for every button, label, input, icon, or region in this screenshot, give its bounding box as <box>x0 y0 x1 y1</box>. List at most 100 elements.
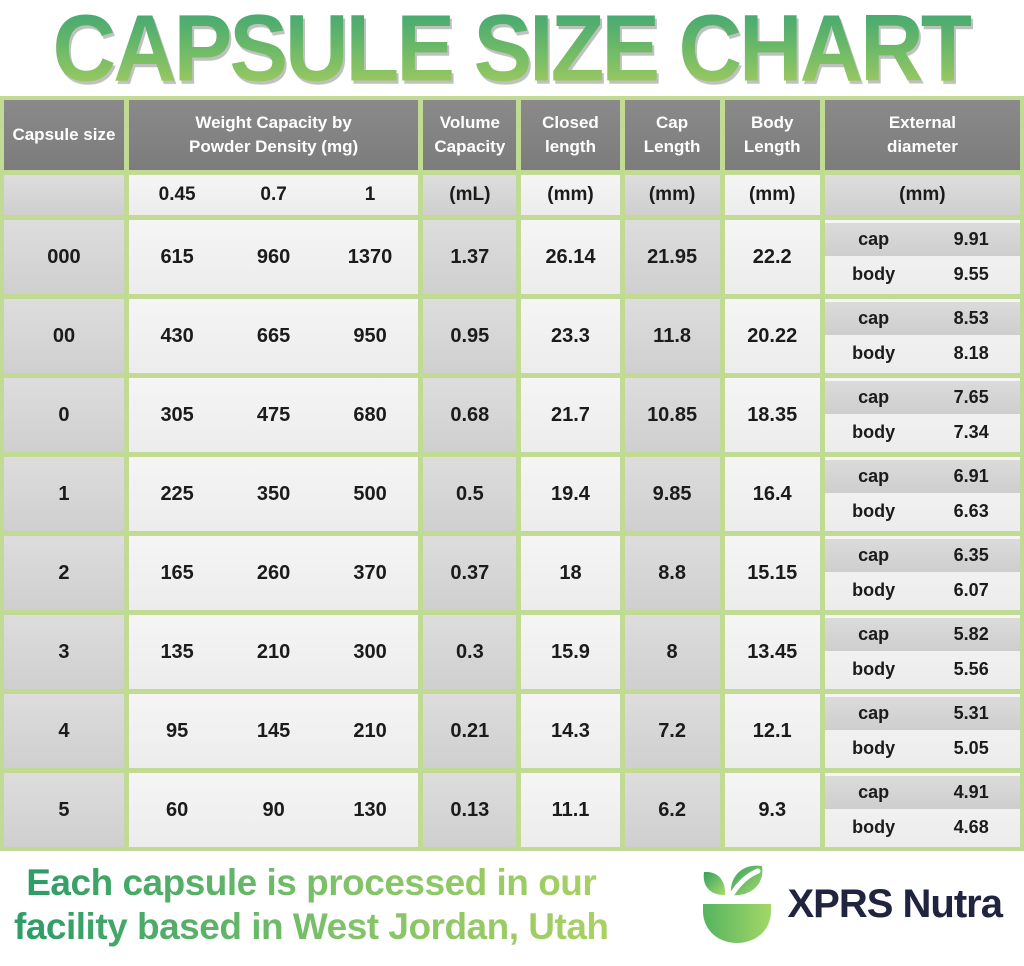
units-external-diameter: (mm) <box>824 175 1020 215</box>
external-cap-value: 7.65 <box>953 386 989 407</box>
body-length-cell: 16.4 <box>724 457 820 531</box>
capsule-size-cell: 0 <box>4 378 124 452</box>
volume-capacity-cell: 0.68 <box>423 378 517 452</box>
brand-name: XPRS Nutra <box>787 882 1003 926</box>
table-header-row: Capsule size Weight Capacity by Powder D… <box>4 100 1020 170</box>
header-volume-capacity-label: Volume Capacity <box>434 113 506 156</box>
volume-capacity-cell: 0.5 <box>423 457 517 531</box>
external-body-label: body <box>852 580 896 601</box>
external-cap-label: cap <box>858 702 890 723</box>
external-cap-label: cap <box>858 544 890 565</box>
cap-length-cell: 6.2 <box>624 773 720 847</box>
units-body-length: (mm) <box>724 175 820 215</box>
external-body-label: body <box>852 659 896 680</box>
external-body-label: body <box>852 264 896 285</box>
cap-length-cell: 8 <box>624 615 720 689</box>
volume-capacity-cell: 0.21 <box>423 694 517 768</box>
external-cap-label: cap <box>858 623 890 644</box>
weight-at-1: 210 <box>353 719 387 742</box>
weight-capacity-cell: 165 260 370 <box>128 536 419 610</box>
external-body-subrow: body 8.18 <box>825 338 1020 371</box>
weight-at-0.45: 430 <box>160 324 194 347</box>
weight-at-0.7: 475 <box>256 403 291 426</box>
header-cap-length-label: Cap Length <box>643 113 701 156</box>
weight-at-0.45: 165 <box>160 561 194 584</box>
table-row: 2 165 260 370 0.37 18 8.8 15.15 cap 6.35… <box>4 536 1020 610</box>
footer: Each capsule is processed in our facilit… <box>0 851 1024 966</box>
weight-at-1: 1370 <box>347 245 393 268</box>
header-capsule-size: Capsule size <box>4 100 124 170</box>
external-body-value: 9.55 <box>953 264 989 285</box>
external-cap-label: cap <box>858 307 890 328</box>
weight-capacity-cell: 430 665 950 <box>128 299 419 373</box>
weight-capacity-cell: 615 960 1370 <box>128 220 419 294</box>
external-cap-subrow: cap 4.91 <box>824 776 1020 809</box>
closed-length-cell: 14.3 <box>521 694 620 768</box>
tagline-line1: Each capsule is processed in our <box>26 861 597 903</box>
external-diameter-cell: cap 7.65 body 7.34 <box>824 378 1020 452</box>
external-body-value: 7.34 <box>953 422 989 443</box>
external-cap-subrow: cap 7.65 <box>824 381 1020 414</box>
weight-at-1: 950 <box>353 324 387 347</box>
weight-at-0.45: 95 <box>166 719 189 742</box>
units-closed-length: (mm) <box>521 175 620 215</box>
external-body-label: body <box>852 343 896 364</box>
density-0.7: 0.7 <box>260 184 287 205</box>
brand: XPRS Nutra <box>696 862 1003 948</box>
body-length-cell: 13.45 <box>724 615 820 689</box>
capsule-size-cell: 1 <box>4 457 124 531</box>
weight-capacity-cell: 305 475 680 <box>128 378 419 452</box>
weight-at-0.45: 135 <box>160 640 194 663</box>
external-body-value: 4.68 <box>953 817 989 838</box>
weight-at-1: 500 <box>353 482 387 505</box>
weight-at-0.7: 210 <box>256 640 291 663</box>
cap-length-cell: 9.85 <box>624 457 720 531</box>
external-cap-subrow: cap 8.53 <box>824 302 1020 335</box>
weight-at-0.7: 145 <box>256 719 291 742</box>
weight-capacity-cell: 95 145 210 <box>128 694 419 768</box>
header-external-diameter-label: External diameter <box>886 113 958 156</box>
capsule-size-cell: 000 <box>4 220 124 294</box>
header-weight-capacity-label: Weight Capacity by Powder Density (mg) <box>189 113 359 156</box>
logo-left-leaf <box>703 871 725 895</box>
capsule-size-cell: 00 <box>4 299 124 373</box>
closed-length-cell: 23.3 <box>521 299 620 373</box>
tagline: Each capsule is processed in our facilit… <box>14 861 609 948</box>
header-volume-capacity: Volume Capacity <box>423 100 517 170</box>
header-cap-length: Cap Length <box>624 100 720 170</box>
body-length-cell: 12.1 <box>724 694 820 768</box>
capsule-size-cell: 3 <box>4 615 124 689</box>
weight-at-1: 680 <box>353 403 387 426</box>
cap-length-cell: 21.95 <box>624 220 720 294</box>
logo-bowl <box>702 903 771 943</box>
external-body-subrow: body 5.56 <box>825 654 1020 687</box>
external-body-label: body <box>852 817 896 838</box>
external-cap-subrow: cap 5.82 <box>824 618 1020 651</box>
external-diameter-cell: cap 6.35 body 6.07 <box>824 536 1020 610</box>
external-body-subrow: body 5.05 <box>825 733 1020 766</box>
weight-capacity-cell: 225 350 500 <box>128 457 419 531</box>
external-body-subrow: body 6.63 <box>825 496 1020 529</box>
tagline-line2: facility based in West Jordan, Utah <box>14 905 609 947</box>
cap-length-cell: 8.8 <box>624 536 720 610</box>
units-cap-length: (mm) <box>624 175 720 215</box>
external-body-value: 5.56 <box>953 659 989 680</box>
weight-at-0.7: 350 <box>256 482 291 505</box>
external-cap-label: cap <box>858 781 890 802</box>
body-length-cell: 18.35 <box>724 378 820 452</box>
closed-length-cell: 15.9 <box>521 615 620 689</box>
external-diameter-cell: cap 6.91 body 6.63 <box>824 457 1020 531</box>
cap-length-cell: 10.85 <box>624 378 720 452</box>
external-cap-value: 6.35 <box>953 544 989 565</box>
external-cap-label: cap <box>858 228 890 249</box>
weight-at-0.7: 960 <box>256 245 291 268</box>
header-body-length: Body Length <box>724 100 820 170</box>
weight-at-0.45: 225 <box>160 482 194 505</box>
header-external-diameter: External diameter <box>824 100 1020 170</box>
external-body-label: body <box>852 422 896 443</box>
table-body: 000 615 960 1370 1.37 26.14 21.95 22.2 c… <box>4 220 1020 847</box>
table-row: 00 430 665 950 0.95 23.3 11.8 20.22 cap … <box>4 299 1020 373</box>
volume-capacity-cell: 0.37 <box>423 536 517 610</box>
capsule-size-table: Capsule size Weight Capacity by Powder D… <box>0 96 1024 851</box>
cap-length-cell: 11.8 <box>624 299 720 373</box>
